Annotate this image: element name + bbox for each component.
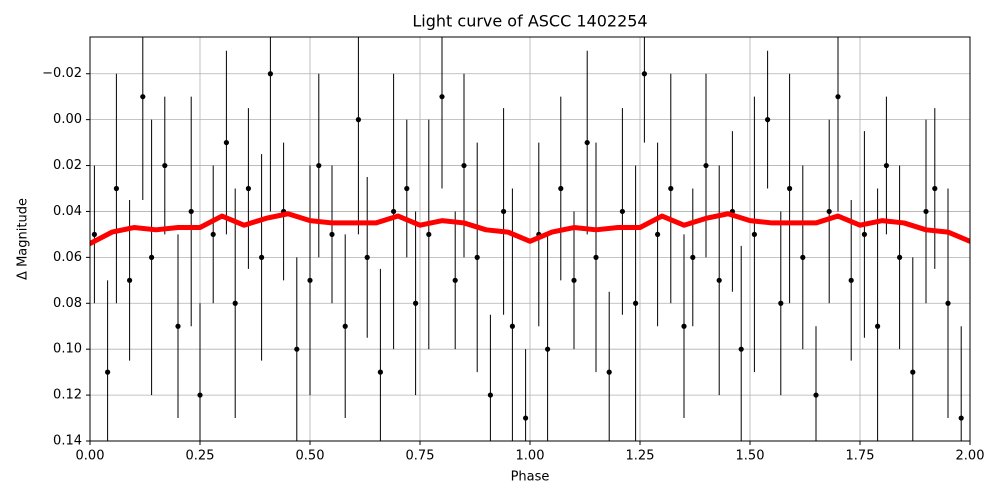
- x-tick-label: 2.00: [956, 449, 985, 464]
- data-point: [140, 94, 146, 100]
- data-point: [835, 94, 841, 100]
- data-point: [501, 208, 507, 215]
- data-point: [619, 208, 626, 215]
- data-point: [113, 185, 119, 192]
- y-axis-label: Δ Magnitude: [16, 198, 31, 280]
- data-point: [826, 208, 832, 215]
- y-tick-label: 0.10: [53, 342, 82, 357]
- data-point: [188, 208, 194, 215]
- data-point: [267, 71, 273, 77]
- y-tick-label: 0.04: [53, 204, 82, 219]
- ticks: 0.00 0.25 0.50 0.75 1.00 1.25 1.50 1.75 2.00 −0.0…: [42, 66, 984, 463]
- data-point: [584, 139, 590, 146]
- data-point: [787, 185, 793, 192]
- y-tick-label: 0.12: [53, 388, 82, 403]
- x-tick-label: 1.50: [736, 449, 765, 464]
- y-tick-label: 0.06: [53, 250, 82, 265]
- data-point: [91, 231, 97, 238]
- data-point: [487, 392, 493, 398]
- data-point: [800, 254, 806, 260]
- data-point: [875, 323, 881, 329]
- x-tick-label: 0.50: [296, 449, 325, 464]
- x-tick-label: 1.00: [516, 449, 545, 464]
- plot-area: [90, 37, 970, 441]
- data-point: [681, 323, 687, 329]
- data-point: [641, 71, 648, 77]
- y-tick-label: 0.02: [53, 158, 82, 173]
- data-point: [545, 346, 551, 352]
- data-point: [105, 369, 111, 375]
- data-point: [210, 231, 216, 238]
- data-point: [558, 185, 564, 192]
- chart-title: Light curve of ASCC 1402254: [412, 12, 647, 31]
- data-point: [910, 369, 916, 375]
- data-point: [149, 254, 155, 260]
- data-point: [259, 254, 265, 260]
- data-point: [571, 277, 577, 283]
- data-point: [923, 208, 929, 215]
- data-point: [355, 117, 361, 123]
- x-axis-label: Phase: [511, 470, 550, 485]
- data-point: [316, 162, 322, 169]
- data-point: [765, 117, 771, 123]
- data-point: [738, 346, 744, 352]
- data-point: [690, 254, 696, 260]
- data-point: [439, 94, 445, 100]
- y-tick-label: −0.02: [42, 66, 82, 81]
- data-point: [461, 162, 467, 169]
- data-point: [245, 185, 251, 192]
- data-point: [668, 185, 674, 192]
- data-point: [703, 162, 709, 169]
- y-tick-label: 0.00: [53, 112, 82, 127]
- data-point: [413, 300, 419, 306]
- data-point: [175, 323, 181, 329]
- x-tick-label: 0.25: [186, 449, 215, 464]
- data-point: [716, 277, 722, 283]
- data-point: [364, 254, 370, 260]
- data-point: [751, 231, 758, 238]
- data-point: [848, 277, 854, 283]
- y-tick-label: 0.14: [53, 434, 82, 449]
- data-point: [162, 162, 168, 169]
- data-point: [474, 254, 480, 260]
- x-tick-label: 0.00: [76, 449, 105, 464]
- data-point: [307, 277, 313, 283]
- data-point: [606, 369, 612, 375]
- data-point: [509, 323, 515, 329]
- data-point: [945, 300, 951, 306]
- data-point: [452, 277, 458, 283]
- data-point: [127, 277, 133, 283]
- data-point: [633, 300, 639, 306]
- data-point: [883, 162, 890, 169]
- x-tick-label: 1.25: [626, 449, 655, 464]
- binned-line: [90, 211, 970, 247]
- data-point: [861, 231, 868, 238]
- data-point: [897, 254, 903, 260]
- data-point: [426, 231, 432, 238]
- data-point: [232, 300, 238, 306]
- data-point: [329, 231, 335, 238]
- data-point: [958, 415, 964, 421]
- y-tick-label: 0.08: [53, 296, 82, 311]
- data-point: [342, 323, 348, 329]
- data-point: [294, 346, 300, 352]
- data-point: [523, 415, 529, 421]
- data-point: [593, 254, 599, 260]
- data-point: [932, 185, 938, 192]
- data-point: [377, 369, 383, 375]
- data-point: [813, 392, 819, 398]
- x-tick-label: 1.75: [846, 449, 875, 464]
- data-point: [391, 208, 397, 215]
- data-point: [223, 139, 229, 146]
- data-point: [778, 300, 784, 306]
- data-point: [404, 185, 410, 192]
- data-point: [655, 231, 661, 238]
- x-tick-label: 0.75: [406, 449, 435, 464]
- data-point: [197, 392, 203, 398]
